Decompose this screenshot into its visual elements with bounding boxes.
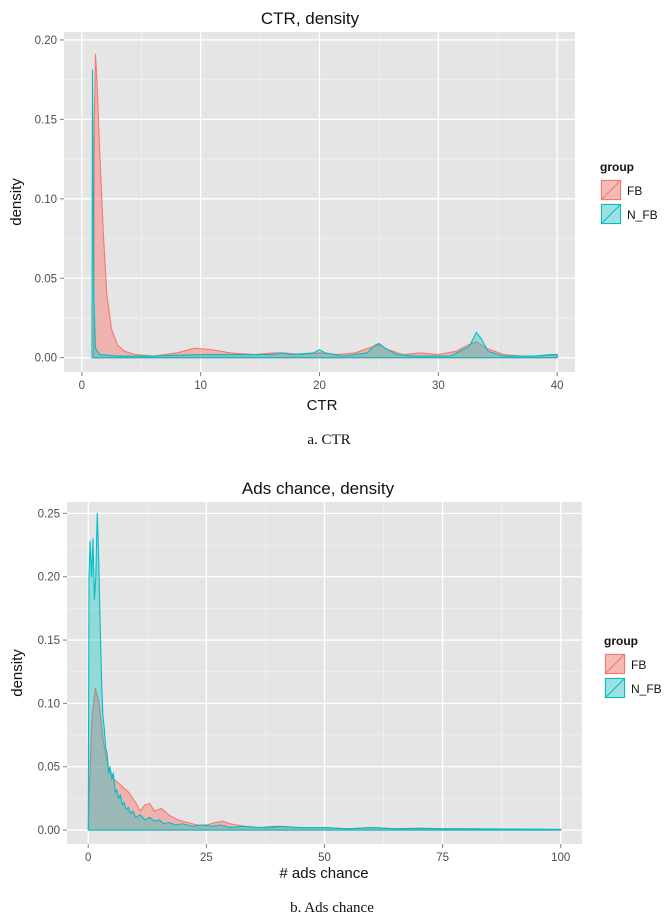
x-tick-label: 20 [313, 380, 326, 392]
y-tick-label: 0.00 [38, 825, 60, 837]
y-tick-label: 0.05 [35, 273, 57, 285]
figure-caption: a. CTR [307, 432, 350, 448]
x-tick-label: 40 [551, 380, 564, 392]
legend-title: group [600, 160, 634, 174]
x-tick-label: 30 [432, 380, 445, 392]
legend: group FB N_FB [600, 160, 658, 225]
density-area-fb [93, 53, 558, 359]
y-axis-label: density [9, 649, 26, 697]
legend-label-n-fb: N_FB [627, 208, 658, 222]
x-axis-ticks: 0 25 50 75 100 [85, 844, 570, 864]
legend-label-fb: FB [627, 184, 642, 198]
ads-chance-density-chart: Ads chance, density 0.00 0.05 0.10 0.15 0.20… [9, 479, 662, 916]
x-axis-label: # ads chance [279, 865, 368, 882]
density-area-n-fb [87, 512, 562, 831]
y-axis-ticks: 0.00 0.05 0.10 0.15 0.20 [35, 35, 64, 365]
chart-title: CTR, density [261, 9, 360, 28]
chart-title: Ads chance, density [242, 479, 395, 498]
legend-key-n-fb [604, 677, 626, 699]
y-axis-label: density [8, 178, 25, 226]
grid-lines [67, 502, 582, 844]
x-tick-label: 100 [551, 852, 570, 864]
legend-label-fb: FB [631, 658, 646, 672]
x-axis-ticks: 0 10 20 30 40 [79, 372, 564, 392]
legend-key-n-fb [600, 203, 622, 225]
x-tick-label: 50 [318, 852, 331, 864]
legend-label-n-fb: N_FB [631, 682, 662, 696]
y-axis-ticks: 0.00 0.05 0.10 0.15 0.20 0.25 [38, 508, 67, 837]
density-area-n-fb [91, 69, 558, 359]
y-tick-label: 0.05 [38, 762, 60, 774]
y-tick-label: 0.15 [38, 635, 60, 647]
y-tick-label: 0.20 [38, 572, 60, 584]
figure-caption: b. Ads chance [290, 900, 374, 916]
legend-title: group [604, 634, 638, 648]
y-tick-label: 0.25 [38, 508, 60, 520]
legend: group FB N_FB [604, 634, 662, 699]
y-tick-label: 0.10 [35, 194, 57, 206]
ctr-density-chart: CTR, density 0.00 0.05 0.10 0.15 0.20 0 10 20 3… [8, 9, 658, 448]
x-tick-label: 25 [200, 852, 213, 864]
x-tick-label: 75 [436, 852, 449, 864]
x-tick-label: 10 [194, 380, 207, 392]
legend-key-fb [604, 653, 626, 675]
y-tick-label: 0.15 [35, 114, 57, 126]
x-tick-label: 0 [79, 380, 85, 392]
y-tick-label: 0.10 [38, 698, 60, 710]
y-tick-label: 0.00 [35, 353, 57, 365]
x-tick-label: 0 [85, 852, 91, 864]
legend-key-fb [600, 179, 622, 201]
y-tick-label: 0.20 [35, 35, 57, 47]
x-axis-label: CTR [307, 397, 338, 414]
density-series [91, 53, 558, 359]
density-series [87, 512, 562, 831]
